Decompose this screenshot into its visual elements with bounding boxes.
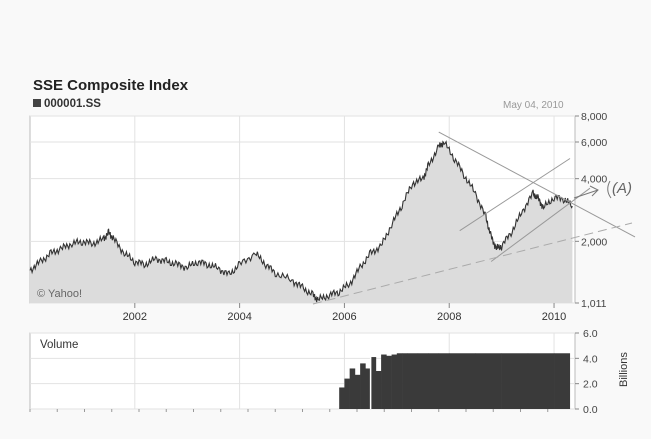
volume-ytick-label: 6.0 bbox=[583, 328, 598, 340]
volume-bar bbox=[449, 353, 476, 409]
annotation-bracket bbox=[607, 180, 612, 199]
volume-bar bbox=[344, 378, 350, 409]
volume-ytick-label: 4.0 bbox=[583, 353, 598, 365]
volume-bar bbox=[360, 363, 366, 409]
volume-bar bbox=[386, 355, 392, 409]
volume-bar bbox=[438, 353, 450, 409]
volume-bar bbox=[349, 368, 356, 409]
volume-bar bbox=[402, 353, 408, 409]
channel-line bbox=[459, 158, 571, 232]
price-xtick-label: 2006 bbox=[332, 311, 356, 323]
annotation-arrow bbox=[573, 185, 599, 199]
price-xtick-label: 2010 bbox=[542, 311, 566, 323]
price-xtick-label: 2002 bbox=[123, 311, 147, 323]
volume-panel: 0.0 2.0 4.0 6.0 bbox=[29, 328, 598, 416]
yahoo-watermark: © Yahoo! bbox=[37, 288, 82, 300]
long-term-trend-line bbox=[312, 222, 633, 305]
price-xtick-label: 2008 bbox=[437, 311, 461, 323]
volume-bar bbox=[370, 357, 377, 409]
ticker-square-icon bbox=[33, 99, 41, 107]
ticker-label: 000001.SS bbox=[44, 98, 101, 110]
price-ytick-label: 1,011 bbox=[581, 298, 607, 310]
resistance-line bbox=[438, 131, 636, 238]
volume-label: Volume bbox=[40, 339, 78, 351]
volume-bar bbox=[554, 353, 571, 409]
price-ytick-label: 2,000 bbox=[581, 236, 607, 248]
volume-bar bbox=[339, 387, 345, 409]
volume-ytick-label: 2.0 bbox=[583, 379, 598, 391]
volume-unit-label: Billions bbox=[618, 352, 630, 387]
price-area bbox=[30, 141, 573, 303]
support-line bbox=[490, 187, 591, 262]
price-ytick-label: 8,000 bbox=[581, 111, 607, 123]
volume-bar bbox=[391, 354, 398, 409]
chart-date: May 04, 2010 bbox=[503, 100, 564, 111]
volume-bar bbox=[354, 374, 361, 409]
ticker-symbol: 000001.SS bbox=[33, 98, 101, 110]
price-panel: 1,011 2,000 4,000 6,000 8,000 2002 2004 2006 200… bbox=[29, 111, 636, 323]
volume-bar bbox=[381, 354, 387, 409]
volume-bar bbox=[396, 353, 403, 409]
volume-bar bbox=[365, 368, 371, 409]
volume-bar bbox=[407, 353, 419, 409]
chart-title: SSE Composite Index bbox=[33, 77, 189, 94]
price-ytick-label: 4,000 bbox=[581, 174, 607, 186]
price-ytick-label: 6,000 bbox=[581, 137, 607, 149]
volume-bar bbox=[417, 353, 429, 409]
volume-bar bbox=[375, 371, 382, 409]
volume-ytick-label: 0.0 bbox=[583, 404, 598, 416]
price-xtick-label: 2004 bbox=[227, 311, 251, 323]
volume-bar bbox=[527, 353, 555, 409]
volume-bar bbox=[475, 353, 502, 409]
price-line bbox=[29, 140, 573, 303]
volume-bar bbox=[501, 353, 529, 409]
volume-bar bbox=[428, 353, 440, 409]
annotation-a: (A) bbox=[612, 180, 632, 197]
